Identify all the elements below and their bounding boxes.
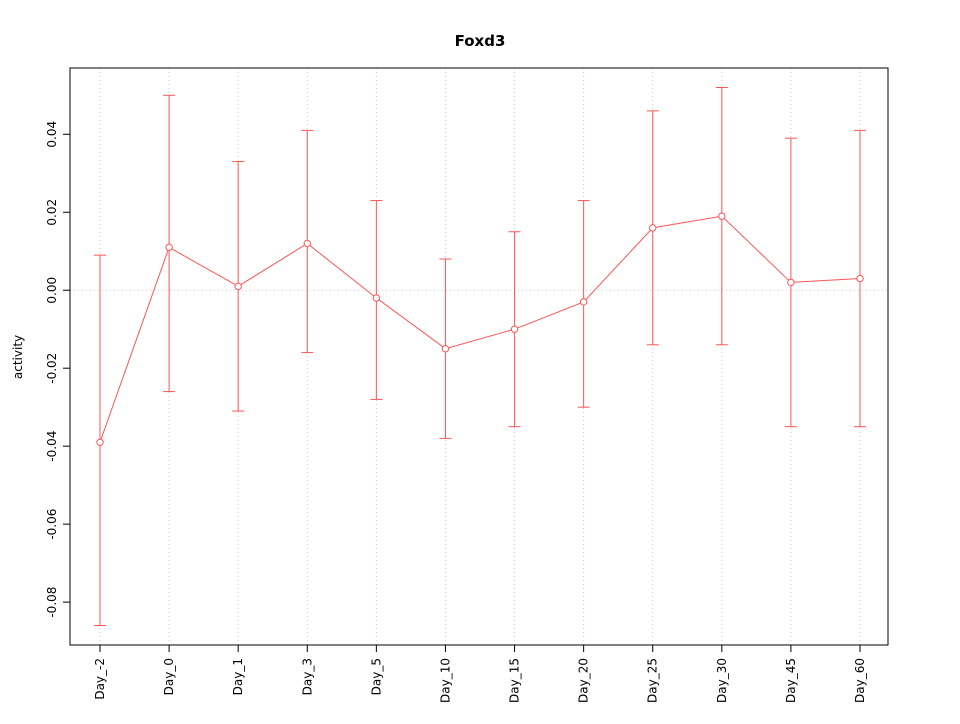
data-point: [856, 274, 864, 283]
data-point: [165, 243, 173, 252]
grid-layer: [70, 68, 888, 645]
x-tick-label: Day_25: [646, 658, 660, 703]
plot-border: [69, 67, 889, 646]
series-line: [99, 215, 861, 443]
x-tick-label: Day_1: [231, 658, 245, 695]
x-tick-label: Day_0: [162, 658, 176, 695]
x-tick-label: Day_-2: [93, 658, 107, 700]
data-point: [234, 282, 242, 291]
y-tick-label: -0.04: [45, 431, 59, 462]
x-tick-label: Day_10: [438, 658, 452, 703]
data-point: [303, 239, 311, 248]
data-point: [787, 278, 795, 287]
y-tick-label: 0.04: [45, 121, 59, 148]
x-tick-label: Day_15: [508, 658, 522, 703]
data-point: [96, 438, 104, 446]
y-tick-label: 0.02: [45, 199, 59, 226]
x-tick-label: Day_30: [715, 658, 729, 703]
x-tick-label: Day_3: [300, 658, 314, 695]
data-point: [441, 345, 450, 353]
data-point: [649, 224, 657, 232]
data-point: [718, 212, 726, 220]
data-point: [510, 325, 519, 333]
data-layer: [94, 86, 866, 627]
y-tick-label: -0.06: [45, 509, 59, 540]
y-tick-label: -0.08: [45, 587, 59, 618]
x-tick-label: Day_20: [577, 658, 591, 703]
y-axis-label: activity: [11, 335, 25, 379]
x-tick-label: Day_5: [369, 658, 383, 695]
data-point: [372, 294, 381, 302]
data-point: [579, 298, 588, 306]
axis-layer: 0.04 0.02 0.00 -0.02 -0.04 -0.06 -0.08 Day_-2 Da…: [45, 67, 889, 703]
chart-title: Foxd3: [455, 32, 506, 50]
y-tick-label: 0.00: [45, 277, 59, 304]
x-tick-label: Day_45: [784, 658, 798, 703]
y-tick-label: -0.02: [45, 353, 59, 384]
x-tick-label: Day_60: [853, 658, 867, 703]
